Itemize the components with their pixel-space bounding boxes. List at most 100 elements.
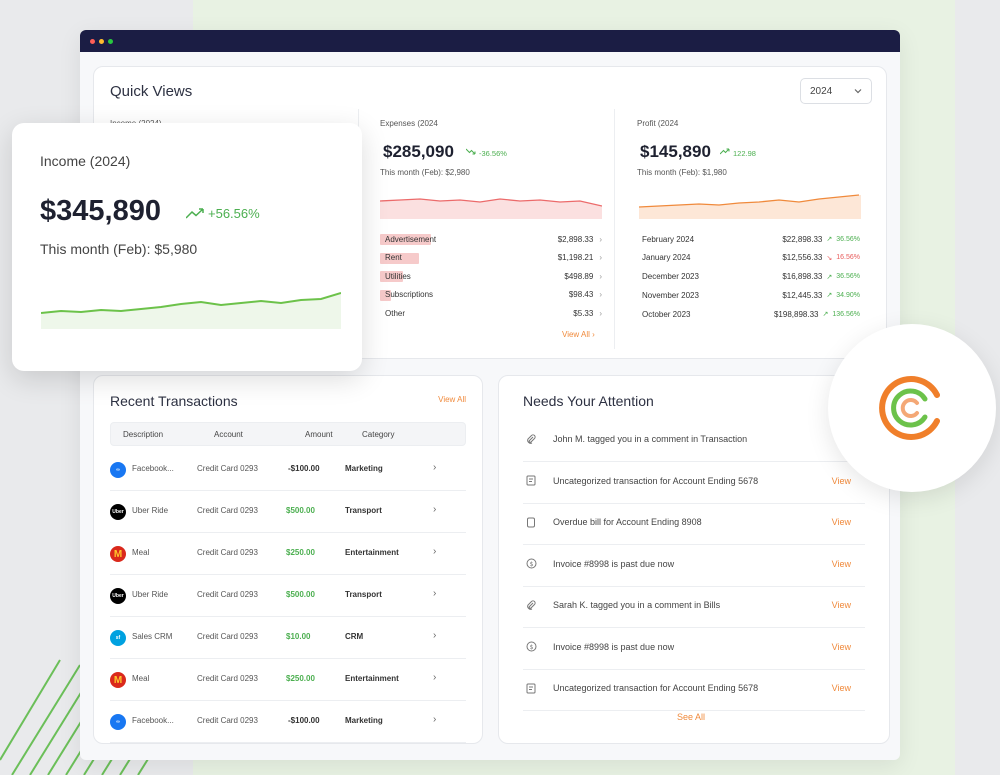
transaction-row[interactable]: ∞ Facebook... Credit Card 0293 -$100.00 Mark… <box>110 449 466 491</box>
maximize-window-dot[interactable] <box>108 38 113 44</box>
attention-item[interactable]: Overdue bill for Account Ending 8908 View <box>523 504 865 545</box>
transaction-amount: $250.00 <box>286 548 315 557</box>
attention-item[interactable]: Sarah K. tagged you in a comment in Bill… <box>523 587 865 628</box>
column-header-account[interactable]: Account <box>214 430 243 439</box>
expenses-label: Expenses (2024 <box>380 119 438 128</box>
income-this-month: This month (Feb): $5,980 <box>40 241 198 257</box>
expense-amount: $98.43 <box>568 290 594 299</box>
chevron-right-icon[interactable]: › <box>433 462 437 473</box>
transactions-table-header: Description Account Amount Category <box>110 422 466 446</box>
bill-icon <box>525 516 537 528</box>
attention-view-link[interactable]: View <box>831 517 851 527</box>
transaction-category: Marketing <box>345 716 383 725</box>
transaction-category: CRM <box>345 632 364 641</box>
column-header-amount[interactable]: Amount <box>305 430 333 439</box>
transaction-category: Transport <box>345 506 382 515</box>
expense-category-row[interactable]: Rent $1,198.21 › <box>380 251 602 265</box>
attention-view-link[interactable]: View <box>831 475 851 486</box>
transaction-description: Facebook... <box>132 464 174 473</box>
profit-month-label: December 2023 <box>642 272 699 282</box>
trend-up-icon: ↗ <box>826 236 833 243</box>
transaction-row[interactable]: Uber Uber Ride Credit Card 0293 $500.00 Tran… <box>110 575 466 617</box>
year-select[interactable]: 2024 <box>800 78 872 104</box>
profit-month-amount: $12,556.33 <box>782 253 823 263</box>
chevron-right-icon[interactable]: › <box>433 546 437 557</box>
transaction-amount: -$100.00 <box>288 464 320 473</box>
profit-month-row[interactable]: November 2023 $12,445.33 ↗ 34.90% <box>642 288 860 302</box>
chevron-right-icon[interactable]: › <box>433 672 437 683</box>
attention-view-link[interactable]: View <box>831 641 851 652</box>
dollar-icon: $ <box>525 558 537 570</box>
attention-item[interactable]: $ Invoice #8998 is past due now View <box>523 546 865 587</box>
transaction-row[interactable]: ∞ Facebook... Credit Card 0293 -$100.00 Mark… <box>110 701 466 743</box>
profit-month-change: 34.90% <box>836 291 860 299</box>
transaction-description: Meal <box>132 674 150 683</box>
transaction-amount: $500.00 <box>286 506 315 515</box>
profit-month-amount: $12,445.33 <box>782 290 823 300</box>
profit-month-values: $12,445.33 ↗ 34.90% <box>782 291 860 300</box>
profit-month-row[interactable]: February 2024 $22,898.33 ↗ 36.56% <box>642 232 860 246</box>
expense-category-row[interactable]: Subscriptions $98.43 › <box>380 288 602 302</box>
trend-up-icon: ↗ <box>826 273 833 281</box>
uber-logo-icon: Uber <box>110 504 126 520</box>
profit-month-row[interactable]: December 2023 $16,898.33 ↗ 36.56% <box>642 270 860 284</box>
profit-month-row[interactable]: October 2023 $198,898.33 ↗ 136.56% <box>642 307 860 321</box>
transaction-row[interactable]: sf Sales CRM Credit Card 0293 $10.00 CRM › <box>110 617 466 659</box>
expense-category-row[interactable]: Other $5.33 › <box>380 306 602 320</box>
transaction-account: Credit Card 0293 <box>197 632 258 641</box>
attention-item[interactable]: Uncategorized transaction for Account En… <box>523 670 865 711</box>
attention-item[interactable]: Uncategorized transaction for Account En… <box>523 463 865 504</box>
profit-month-amount: $198,898.33 <box>773 309 819 319</box>
trend-down-icon <box>466 148 476 155</box>
expenses-this-month: This month (Feb): $2,980 <box>380 168 470 177</box>
recent-transactions-title: Recent Transactions <box>110 393 238 409</box>
chevron-right-icon[interactable]: › <box>433 588 437 599</box>
column-header-category[interactable]: Category <box>362 430 395 439</box>
income-sparkline <box>41 292 341 329</box>
profit-value: $145,890 <box>640 142 711 161</box>
transaction-row[interactable]: Uber Uber Ride Credit Card 0293 $500.00 Tran… <box>110 491 466 533</box>
profit-month-label: November 2023 <box>642 290 699 300</box>
transaction-row[interactable]: M Meal Credit Card 0293 $250.00 Entertainmen… <box>110 659 466 701</box>
profit-month-values: $198,898.33 ↗ 136.56% <box>774 310 860 319</box>
close-window-dot[interactable] <box>90 38 95 44</box>
paperclip-icon <box>525 433 537 445</box>
chevron-right-icon: › <box>599 271 602 281</box>
expense-amount: $2,898.33 <box>557 234 594 244</box>
transaction-row[interactable]: M Meal Credit Card 0293 $250.00 Entertainmen… <box>110 533 466 575</box>
transaction-account: Credit Card 0293 <box>197 548 258 557</box>
see-all-link[interactable]: See All <box>677 712 706 722</box>
profit-label: Profit (2024 <box>637 119 679 128</box>
income-change: +56.56% <box>208 206 260 221</box>
expenses-view-all-link[interactable]: View All › <box>562 330 595 339</box>
chevron-right-icon: › <box>599 253 602 262</box>
expense-category-row[interactable]: Utilities $498.89 › <box>380 269 602 283</box>
attention-item[interactable]: John M. tagged you in a comment in Trans… <box>523 421 865 462</box>
profit-month-label: January 2024 <box>642 253 691 263</box>
transaction-account: Credit Card 0293 <box>197 506 258 515</box>
profit-change: 122.98 <box>733 149 756 158</box>
chevron-right-icon[interactable]: › <box>433 630 437 641</box>
income-value: $345,890 <box>40 195 161 227</box>
attention-item[interactable]: $ Invoice #8998 is past due now View <box>523 629 865 670</box>
column-header-description[interactable]: Description <box>123 430 164 439</box>
attention-view-link[interactable]: View <box>831 683 851 693</box>
chevron-right-icon[interactable]: › <box>433 714 437 725</box>
attention-view-link[interactable]: View <box>831 558 851 569</box>
transaction-amount: $500.00 <box>286 590 315 599</box>
document-icon <box>525 682 537 694</box>
expense-category-row[interactable]: Advertisement $2,898.33 › <box>380 232 602 246</box>
attention-view-link[interactable]: View <box>831 600 851 610</box>
expense-amount: $498.89 <box>564 271 594 281</box>
transactions-view-all-link[interactable]: View All <box>438 395 466 404</box>
minimize-window-dot[interactable] <box>99 38 104 44</box>
chevron-down-icon <box>854 89 862 94</box>
chevron-right-icon[interactable]: › <box>433 504 437 515</box>
transaction-category: Entertainment <box>345 548 399 557</box>
trend-down-icon: ↘ <box>826 254 833 262</box>
expense-category-label: Utilities <box>385 271 411 281</box>
profit-month-row[interactable]: January 2024 $12,556.33 ↘ 16.56% <box>642 251 860 265</box>
profit-month-change: 16.56% <box>836 254 860 262</box>
profit-month-label: February 2024 <box>642 234 695 244</box>
transaction-category: Transport <box>345 590 382 599</box>
